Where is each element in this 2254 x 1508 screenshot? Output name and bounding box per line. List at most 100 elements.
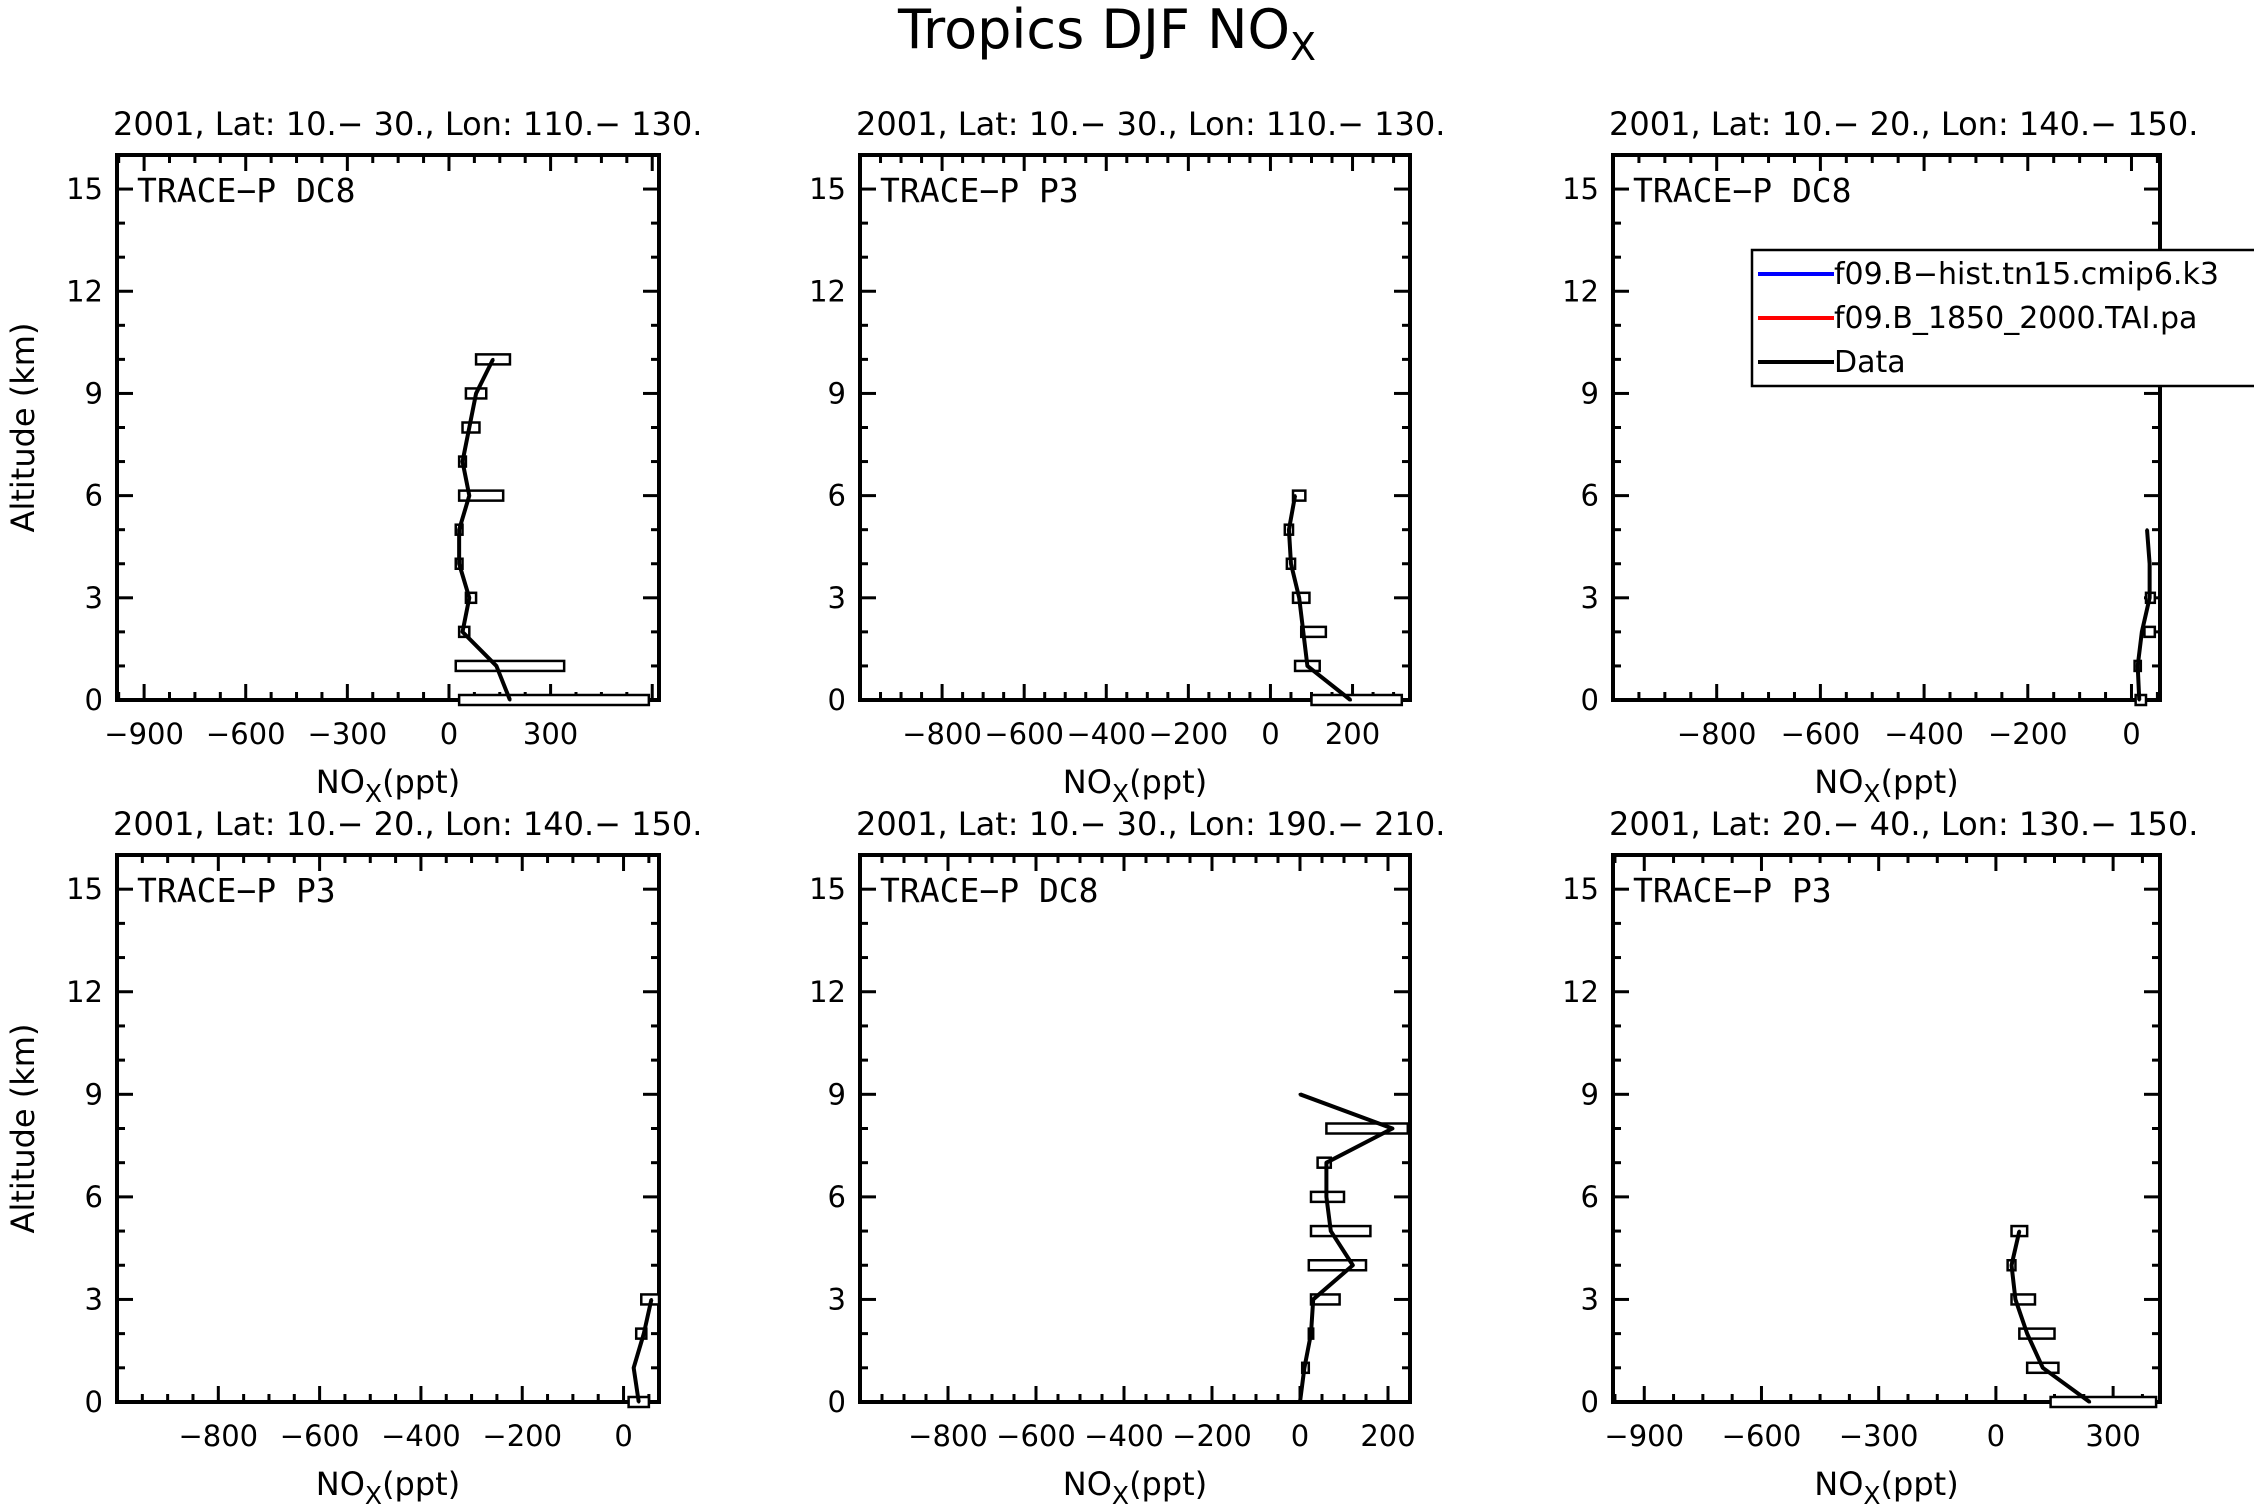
x-tick-label: 0 bbox=[440, 717, 458, 751]
y-tick-label: 15 bbox=[809, 172, 846, 206]
data-point bbox=[467, 494, 471, 498]
y-tick-label: 15 bbox=[1562, 872, 1599, 906]
x-tick-label: 200 bbox=[1360, 1419, 1415, 1453]
data-point bbox=[2010, 1263, 2014, 1267]
data-point bbox=[461, 460, 465, 464]
legend-label-3: Data bbox=[1834, 345, 1906, 380]
y-tick-label: 9 bbox=[1581, 376, 1599, 410]
data-point bbox=[461, 630, 465, 634]
campaign-label: TRACE−P P3 bbox=[137, 871, 336, 910]
y-axis-label: Altitude (km) bbox=[4, 1024, 42, 1234]
data-range-box bbox=[1309, 1224, 1372, 1238]
data-range-box bbox=[454, 659, 566, 673]
x-axis-label-base: NO bbox=[316, 1465, 365, 1503]
y-tick-label: 0 bbox=[828, 1385, 846, 1419]
plot-frame bbox=[115, 153, 661, 702]
y-tick-label: 9 bbox=[828, 1077, 846, 1111]
y-tick-label: 0 bbox=[85, 683, 103, 717]
data-point bbox=[467, 596, 471, 600]
x-axis-label-sub: X bbox=[1863, 1481, 1880, 1508]
x-tick-label: −400 bbox=[1884, 717, 1964, 751]
legend-label-1: f09.B−hist.tn15.cmip6.k3 bbox=[1834, 257, 2219, 292]
y-tick-label: 3 bbox=[1581, 581, 1599, 615]
x-tick-label: −600 bbox=[1781, 717, 1861, 751]
data-profile-line bbox=[631, 1299, 654, 1403]
y-tick-label: 3 bbox=[828, 581, 846, 615]
x-tick-label: −600 bbox=[984, 717, 1064, 751]
x-tick-label: −800 bbox=[178, 1419, 258, 1453]
panel-3: 0 3 6 9 12 15 −800 −600 −400 −200 0 2001, Lat: 10.−… bbox=[1562, 105, 2254, 808]
x-axis-label: NOX(ppt) bbox=[1063, 1465, 1207, 1508]
y-tick-label: 12 bbox=[66, 274, 103, 308]
x-tick-label: −300 bbox=[1839, 1419, 1919, 1453]
y-tick-label: 3 bbox=[828, 1282, 846, 1316]
panel-6: 0 3 6 9 12 15 −900 −600 −300 0 300 2001, Lat: 20.− … bbox=[1562, 805, 2198, 1508]
y-tick-label: 6 bbox=[1581, 1180, 1599, 1214]
y-axis-label: Altitude (km) bbox=[4, 323, 42, 533]
x-axis-label-base: NO bbox=[1814, 1465, 1863, 1503]
x-tick-label: −600 bbox=[996, 1419, 1076, 1453]
data-profile-line bbox=[2135, 529, 2152, 701]
data-point bbox=[2025, 1332, 2029, 1336]
data-profile-line bbox=[2009, 1230, 2091, 1404]
data-range-box bbox=[2143, 625, 2157, 639]
x-tick-label: 0 bbox=[614, 1419, 632, 1453]
data-range-box bbox=[457, 489, 505, 502]
x-axis-label-unit: (ppt) bbox=[382, 1465, 460, 1503]
x-tick-label: 0 bbox=[1291, 1419, 1309, 1453]
data-range-box bbox=[2049, 1395, 2158, 1409]
y-tick-label: 15 bbox=[809, 872, 846, 906]
data-point bbox=[1311, 1297, 1315, 1301]
y-tick-label: 0 bbox=[828, 683, 846, 717]
y-tick-label: 9 bbox=[85, 1077, 103, 1111]
data-point bbox=[1298, 1092, 1302, 1096]
data-point bbox=[1329, 1229, 1333, 1233]
figure-title: Tropics DJF NOX bbox=[897, 0, 1316, 69]
x-tick-label: −600 bbox=[206, 717, 286, 751]
x-axis-label-sub: X bbox=[1112, 779, 1129, 808]
data-point bbox=[1289, 562, 1293, 566]
panel-header: 2001, Lat: 20.− 40., Lon: 130.− 150. bbox=[1609, 805, 2198, 843]
y-tick-label: 0 bbox=[1581, 683, 1599, 717]
x-axis-label-base: NO bbox=[1814, 763, 1863, 801]
x-axis-label-unit: (ppt) bbox=[1129, 763, 1207, 801]
data-point bbox=[2145, 528, 2149, 532]
x-tick-label: 0 bbox=[1261, 717, 1279, 751]
x-tick-label: −600 bbox=[1722, 1419, 1802, 1453]
data-profile-line bbox=[457, 358, 512, 701]
panel-4: 0 3 6 9 12 15 −800 −600 −400 −200 0 2001, Lat: 10.−… bbox=[4, 805, 702, 1508]
y-tick-label: 15 bbox=[66, 872, 103, 906]
plot-frame bbox=[115, 853, 661, 1404]
data-point bbox=[474, 391, 478, 395]
plot-frame bbox=[1611, 153, 2162, 702]
x-axis-label-base: NO bbox=[1063, 1465, 1112, 1503]
panel-header: 2001, Lat: 10.− 30., Lon: 190.− 210. bbox=[856, 805, 1445, 843]
y-tick-label: 6 bbox=[828, 1180, 846, 1214]
data-point bbox=[1293, 494, 1297, 498]
x-tick-label: −300 bbox=[308, 717, 388, 751]
x-axis-label-sub: X bbox=[365, 779, 382, 808]
campaign-label: TRACE−P DC8 bbox=[137, 171, 356, 210]
x-axis-label-base: NO bbox=[1063, 763, 1112, 801]
x-axis-label: NOX(ppt) bbox=[316, 763, 460, 808]
y-tick-label: 9 bbox=[1581, 1077, 1599, 1111]
data-range-box bbox=[1299, 625, 1328, 639]
data-range-box bbox=[1310, 693, 1404, 707]
data-point bbox=[2017, 1229, 2021, 1233]
data-point bbox=[1390, 1127, 1394, 1130]
data-range-box bbox=[1316, 1156, 1333, 1169]
x-axis-label-base: NO bbox=[316, 763, 365, 801]
data-point bbox=[1324, 1195, 1328, 1199]
data-point bbox=[642, 1332, 646, 1336]
x-tick-label: 300 bbox=[2085, 1419, 2140, 1453]
panel-1: 0 3 6 9 12 15 −900 −600 −300 0 300 2001, Lat: 10.− … bbox=[4, 105, 702, 808]
data-profile-line bbox=[1298, 1092, 1395, 1403]
data-point bbox=[1297, 596, 1301, 600]
x-tick-label: −800 bbox=[908, 1419, 988, 1453]
legend-box bbox=[1750, 248, 2254, 388]
panel-header: 2001, Lat: 10.− 30., Lon: 110.− 130. bbox=[856, 105, 1445, 143]
legend-label-2: f09.B_1850_2000.TAI.pa bbox=[1834, 301, 2197, 336]
data-point bbox=[1302, 1366, 1306, 1370]
